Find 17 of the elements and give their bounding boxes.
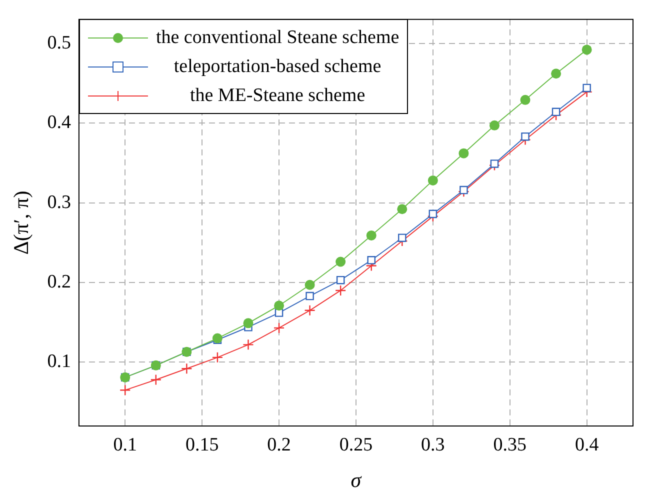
y-tick-label: 0.4 xyxy=(47,112,72,134)
x-tick-label: 0.25 xyxy=(339,434,373,456)
x-tick-label: 0.3 xyxy=(421,434,445,456)
x-tick-label: 0.2 xyxy=(267,434,291,456)
y-tick-label: 0.1 xyxy=(47,351,71,372)
legend-label: teleportation-based scheme xyxy=(172,56,382,78)
x-tick-label: 0.4 xyxy=(574,434,600,456)
legend-label: the ME-Steane scheme xyxy=(188,84,366,107)
legend-label: the conventional Steane scheme xyxy=(156,26,400,49)
x-tick-label: 0.1 xyxy=(113,434,137,456)
x-tick-label: 0.35 xyxy=(493,434,527,456)
y-tick-label: 0.2 xyxy=(47,271,71,292)
y-tick-label: 0.3 xyxy=(47,192,71,213)
y-axis-title: Δ(π′, π) xyxy=(9,190,34,255)
x-tick-label: 0.15 xyxy=(185,434,219,456)
x-axis-title: σ xyxy=(350,468,363,492)
y-tick-label: 0.5 xyxy=(47,32,71,54)
